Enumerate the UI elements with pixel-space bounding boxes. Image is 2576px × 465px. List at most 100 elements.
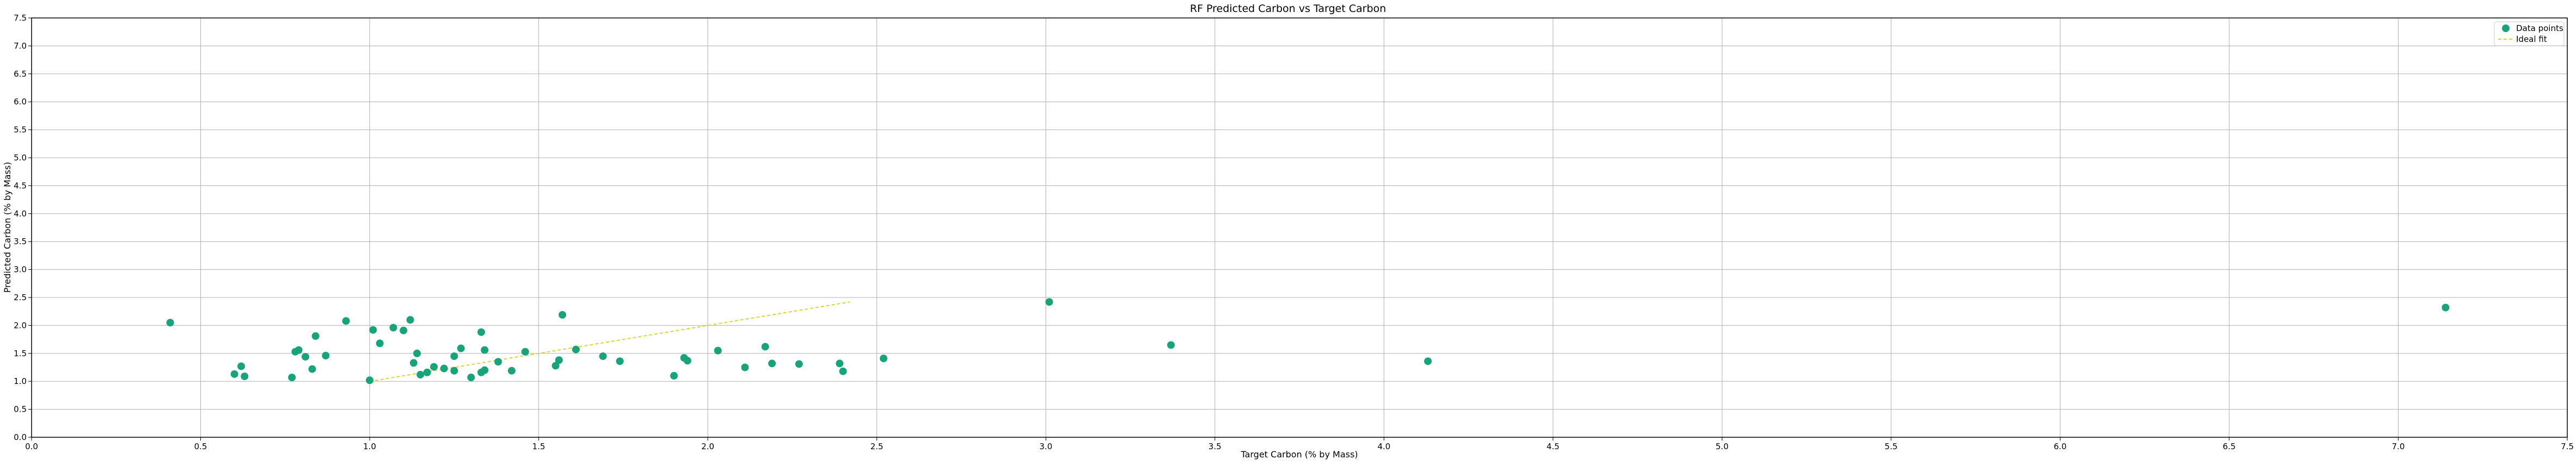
legend-label-ideal-fit: Ideal fit [2516,34,2547,44]
data-point [477,328,486,336]
y-tick-label: 7.5 [14,13,27,23]
data-point [322,351,330,359]
data-point [166,319,174,327]
data-point [423,368,431,376]
y-tick-label: 2.5 [14,293,27,302]
y-tick-label: 4.5 [14,181,27,190]
data-point [551,362,560,370]
data-point [406,316,414,324]
x-axis-ticks: 0.0 0.5 1.0 1.5 2.0 2.5 3.0 3.5 4.0 4.5 5.0 5.5 6.0 6… [25,437,2574,451]
data-point [714,346,722,355]
data-point [450,367,458,375]
y-tick-label: 1.0 [14,376,27,386]
data-point [311,332,320,340]
y-tick-label: 7.0 [14,41,27,51]
y-tick-label: 5.0 [14,153,27,163]
plot-frame [31,17,2568,438]
ideal-fit-layer [369,301,850,382]
legend: Data points Ideal fit [2494,21,2565,46]
data-point [507,367,516,375]
x-tick-label: 3.0 [1039,442,1052,451]
data-point [467,374,475,382]
legend-marker-data-points [2502,24,2510,32]
grid [31,17,2568,438]
y-tick-label: 0.0 [14,432,27,442]
data-point [457,344,465,352]
data-point [795,360,803,368]
data-points-layer [166,298,2450,385]
data-point [559,311,567,319]
x-tick-label: 0.0 [25,442,38,451]
data-point [768,359,776,368]
data-point [1424,357,1432,365]
x-tick-label: 4.5 [1547,442,1560,451]
data-point [836,359,844,368]
data-point [521,348,529,356]
y-tick-label: 6.0 [14,97,27,107]
data-point [302,352,310,361]
data-point [1045,298,1053,306]
data-point [572,345,580,354]
x-axis-label: Target Carbon (% by Mass) [1240,449,1358,460]
data-point [230,370,238,378]
x-tick-label: 3.5 [1209,442,1222,451]
data-point [288,374,296,382]
x-tick-label: 0.5 [194,442,207,451]
x-tick-label: 1.5 [532,442,545,451]
data-point [440,364,448,373]
data-point [761,343,769,351]
data-point [295,346,303,354]
x-tick-label: 7.5 [2561,442,2574,451]
data-point [839,367,847,375]
data-point [2442,303,2450,312]
data-point [376,339,384,348]
y-tick-label: 6.5 [14,69,27,79]
y-axis-label: Predicted Carbon (% by Mass) [2,162,13,293]
data-point [400,326,408,334]
data-point [683,357,691,365]
data-point [481,366,489,374]
data-point [237,362,246,370]
x-tick-label: 6.5 [2223,442,2236,451]
data-point [481,346,489,354]
data-point [308,365,316,373]
x-tick-label: 2.0 [701,442,714,451]
data-point [366,376,374,385]
y-tick-label: 3.0 [14,265,27,275]
data-point [494,358,502,366]
data-point [616,357,624,365]
x-tick-label: 4.0 [1377,442,1390,451]
data-point [413,349,421,357]
ideal-fit-line [369,301,850,382]
legend-label-data-points: Data points [2516,23,2563,33]
data-point [555,356,563,364]
data-point [450,352,458,360]
x-tick-label: 2.5 [870,442,884,451]
data-point [599,352,607,360]
data-point [880,355,888,363]
data-point [416,370,425,379]
x-tick-label: 1.0 [363,442,376,451]
data-point [409,359,418,367]
x-tick-label: 7.0 [2392,442,2405,451]
data-point [241,372,249,380]
y-tick-label: 5.5 [14,125,27,135]
y-tick-label: 4.0 [14,209,27,219]
y-tick-label: 3.5 [14,237,27,246]
data-point [369,326,377,334]
data-point [342,317,350,325]
data-point [430,363,438,371]
y-tick-label: 1.5 [14,349,27,358]
y-tick-label: 2.0 [14,320,27,330]
data-point [670,371,678,380]
chart-title: RF Predicted Carbon vs Target Carbon [1190,3,1386,15]
data-point [1167,341,1175,349]
data-point [741,363,749,371]
y-axis-ticks: 0.0 0.5 1.0 1.5 2.0 2.5 3.0 3.5 4.0 4.5 5.0 5.5 6.0 6… [14,13,32,442]
y-tick-label: 0.5 [14,405,27,414]
x-tick-label: 6.0 [2053,442,2066,451]
data-point [389,324,397,332]
x-tick-label: 5.5 [1885,442,1898,451]
